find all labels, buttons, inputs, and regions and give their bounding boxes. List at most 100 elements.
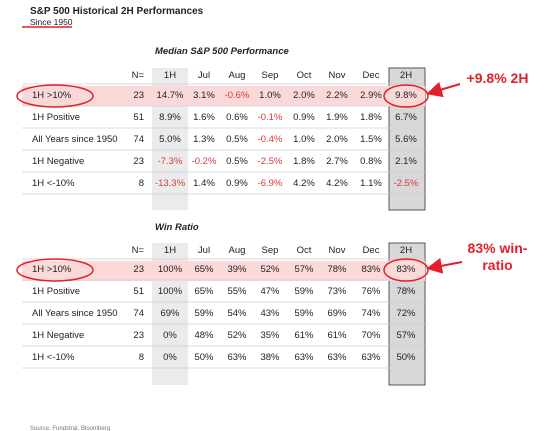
row-label: 1H <-10% [32, 352, 75, 363]
column-header: Nov [328, 245, 346, 256]
column-header: Jul [197, 70, 211, 81]
table-cell: 39% [227, 264, 247, 275]
table-cell: 59% [294, 308, 314, 319]
column-header: Sep [261, 70, 279, 81]
table-cell: 2.0% [326, 134, 348, 145]
table-cell: 1.8% [293, 156, 315, 167]
table-cell: 61% [294, 330, 314, 341]
table-cell: -13.3% [154, 178, 186, 189]
column-header: N= [131, 70, 144, 81]
row-label: All Years since 1950 [32, 308, 118, 319]
table-cell: 100% [157, 286, 183, 297]
table-cell: 0% [163, 330, 177, 341]
row-label: 1H >10% [32, 264, 72, 275]
table-cell: 1.4% [193, 178, 215, 189]
table-cell: 100% [157, 264, 183, 275]
table-cell: 2.7% [326, 156, 348, 167]
table-cell: 50% [194, 352, 214, 363]
subtitle: Since 1950 [30, 17, 73, 27]
column-header: Aug [228, 70, 246, 81]
table-cell: -6.9% [257, 178, 283, 189]
table-cell: 0.5% [226, 134, 248, 145]
table-cell: 9.8% [395, 90, 417, 101]
table-cell: 2.1% [395, 156, 417, 167]
row-label: 1H Negative [32, 330, 85, 341]
column-header: Oct [296, 70, 312, 81]
table-cell: 1.9% [326, 112, 348, 123]
table-cell: 1.6% [193, 112, 215, 123]
column-header: 2H [399, 70, 413, 81]
table-cell: 65% [194, 264, 214, 275]
table-cell: 69% [327, 308, 347, 319]
table-cell: 35% [260, 330, 280, 341]
row-label: All Years since 1950 [32, 134, 118, 145]
table-cell: 23 [133, 264, 144, 275]
table-cell: 61% [327, 330, 347, 341]
table-cell: 5.6% [395, 134, 417, 145]
row-label: 1H <-10% [32, 178, 75, 189]
table-cell: 70% [361, 330, 381, 341]
table-cell: 59% [294, 286, 314, 297]
column-header: Dec [362, 245, 380, 256]
table-cell: 76% [361, 286, 381, 297]
table-cell: 74% [361, 308, 381, 319]
row-label: 1H Positive [32, 286, 81, 297]
annotation: ratio [482, 257, 513, 273]
table-cell: 6.7% [395, 112, 417, 123]
highlight-ellipse [16, 84, 94, 108]
column-header: Jul [197, 245, 211, 256]
table-cell: 52% [227, 330, 247, 341]
annotation: 83% win- [467, 240, 528, 256]
table-cell: 38% [260, 352, 280, 363]
highlight-ellipse [383, 84, 429, 108]
row-label: 1H Negative [32, 156, 85, 167]
table-cell: -0.4% [257, 134, 283, 145]
table-cell: 8 [138, 178, 144, 189]
table-cell: 1.1% [360, 178, 382, 189]
table-cell: 8 [138, 352, 144, 363]
title: S&P 500 Historical 2H Performances [30, 6, 204, 17]
table-cell: -2.5% [393, 178, 419, 189]
column-header: Sep [261, 245, 279, 256]
table-cell: 4.2% [326, 178, 348, 189]
table-cell: 2.0% [293, 90, 315, 101]
table-cell: -0.6% [224, 90, 250, 101]
table-cell: 0.6% [226, 112, 248, 123]
table-cell: -2.5% [257, 156, 283, 167]
table-cell: 1.8% [360, 112, 382, 123]
column-header: 2H [399, 245, 413, 256]
table-cell: 0.9% [293, 112, 315, 123]
column-header: Aug [228, 245, 246, 256]
table-cell: 3.1% [193, 90, 215, 101]
table-title: Win Ratio [155, 222, 199, 233]
table-cell: 78% [327, 264, 347, 275]
table-cell: 2.2% [326, 90, 348, 101]
table-cell: 78% [396, 286, 416, 297]
table-cell: 74 [133, 134, 144, 145]
table-cell: 54% [227, 308, 247, 319]
table-cell: 0.8% [360, 156, 382, 167]
arrow [426, 81, 461, 98]
table-cell: 1.3% [193, 134, 215, 145]
table-cell: 74 [133, 308, 144, 319]
table-cell: 51 [133, 112, 144, 123]
table-cell: 43% [260, 308, 280, 319]
table-cell: 72% [396, 308, 416, 319]
table-title: Median S&P 500 Performance [155, 46, 289, 57]
annotation: +9.8% 2H [466, 70, 529, 86]
table-cell: 57% [396, 330, 416, 341]
table-cell: 50% [396, 352, 416, 363]
row-highlight [22, 86, 425, 106]
table-cell: 51 [133, 286, 144, 297]
table-cell: 69% [160, 308, 180, 319]
table-cell: 23 [133, 90, 144, 101]
column-header: Dec [362, 70, 380, 81]
table-cell: 65% [194, 286, 214, 297]
table-cell: 1.0% [259, 90, 281, 101]
table-cell: -0.2% [191, 156, 217, 167]
table-cell: 2.9% [360, 90, 382, 101]
row-label: 1H >10% [32, 90, 72, 101]
